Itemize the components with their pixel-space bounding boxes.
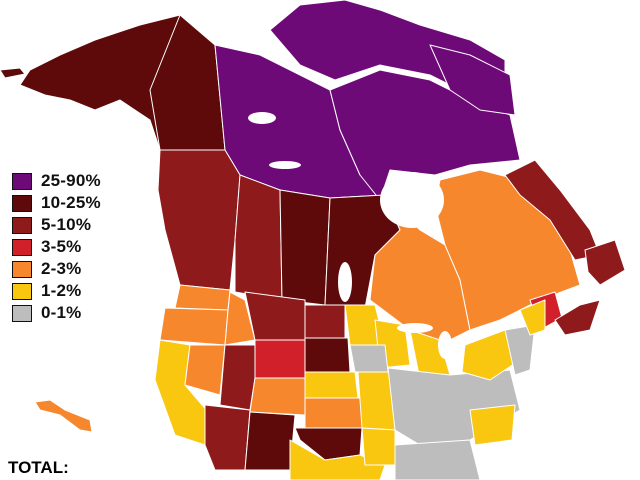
lake-winnipeg xyxy=(338,262,352,302)
region-north-dakota xyxy=(304,304,346,339)
legend-swatch xyxy=(12,238,32,256)
region-south-dakota xyxy=(304,337,351,373)
region-arkansas xyxy=(361,427,396,466)
legend-swatch xyxy=(12,304,32,322)
region-idaho xyxy=(224,291,256,346)
lake-superior xyxy=(397,323,433,333)
region-british-columbia xyxy=(157,149,241,291)
great-slave-lake xyxy=(269,161,301,169)
region-hawaii xyxy=(34,399,93,433)
legend-label: 5-10% xyxy=(41,215,92,234)
region-wyoming xyxy=(254,339,306,379)
region-baffin xyxy=(429,44,516,116)
legend-item: 1-2% xyxy=(12,280,101,302)
legend-item: 3-5% xyxy=(12,236,101,258)
region-newfoundland xyxy=(584,239,626,286)
legend-swatch xyxy=(12,260,32,278)
region-colorado xyxy=(249,377,306,416)
region-nebraska xyxy=(304,371,359,399)
legend-label: 1-2% xyxy=(41,281,82,300)
legend-swatch xyxy=(12,282,32,300)
lake-huron xyxy=(438,331,452,359)
region-southeast xyxy=(394,439,481,480)
legend-item: 0-1% xyxy=(12,302,101,324)
legend-item: 25-90% xyxy=(12,170,101,192)
legend-item: 10-25% xyxy=(12,192,101,214)
region-utah xyxy=(219,344,256,411)
legend-label: 2-3% xyxy=(41,259,82,278)
region-montana xyxy=(244,291,306,341)
total-label: TOTAL: xyxy=(8,458,69,477)
region-new-mexico xyxy=(244,411,296,471)
hudson-bay xyxy=(380,172,444,228)
region-maine xyxy=(519,299,546,336)
map-legend: 25-90% 10-25% 5-10% 3-5% 2-3% 1-2% 0-1% xyxy=(12,170,101,324)
legend-swatch xyxy=(12,216,32,234)
region-new-england xyxy=(504,324,536,376)
region-nevada xyxy=(184,344,226,396)
region-nova-scotia xyxy=(554,299,601,336)
legend-item: 2-3% xyxy=(12,258,101,280)
region-washington xyxy=(174,284,231,311)
legend-label: 10-25% xyxy=(41,193,101,212)
great-bear-lake xyxy=(248,112,276,124)
region-virginia xyxy=(469,404,516,446)
legend-swatch xyxy=(12,172,32,190)
region-iowa xyxy=(349,344,389,373)
region-arizona xyxy=(204,404,251,471)
region-kansas xyxy=(304,397,363,429)
region-new-york xyxy=(461,329,521,381)
region-oregon xyxy=(159,307,229,346)
region-alaska-chain xyxy=(0,67,26,79)
legend-label: 3-5% xyxy=(41,237,82,256)
region-alberta xyxy=(234,174,283,301)
legend-swatch xyxy=(12,194,32,212)
legend-label: 0-1% xyxy=(41,303,82,322)
region-saskatchewan xyxy=(279,189,331,306)
legend-label: 25-90% xyxy=(41,171,101,190)
legend-item: 5-10% xyxy=(12,214,101,236)
